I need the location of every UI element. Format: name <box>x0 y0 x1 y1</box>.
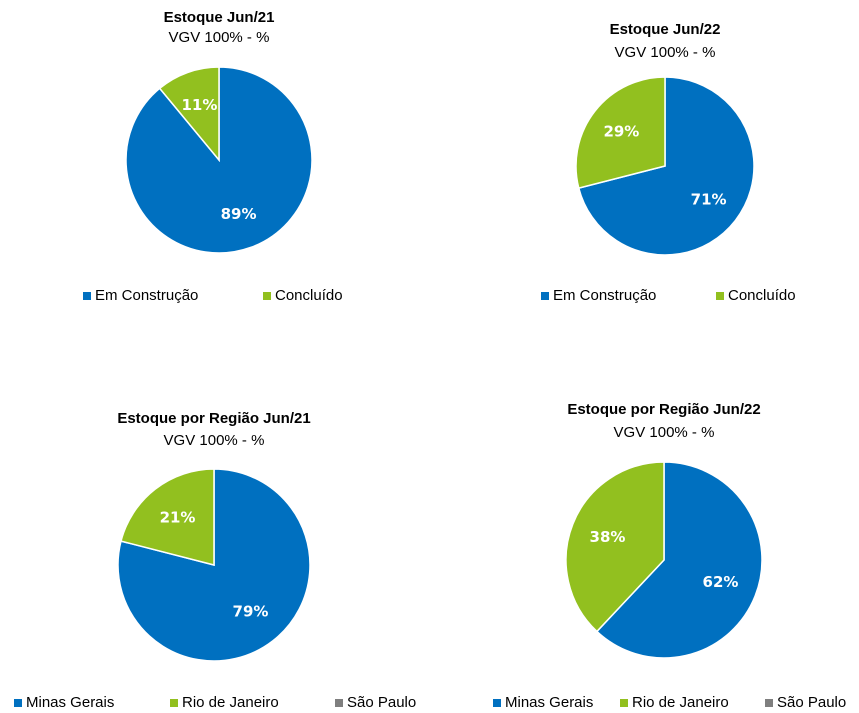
pie-slice <box>120 468 215 566</box>
data-label: 11% <box>182 96 218 114</box>
legend-swatch <box>83 292 91 300</box>
chart-title: Estoque por Região Jun/22 <box>567 401 760 418</box>
legend-label: São Paulo <box>777 694 846 711</box>
legend-label: Minas Gerais <box>505 694 593 711</box>
legend-label: Em Construção <box>553 287 656 304</box>
chart-subtitle: VGV 100% - % <box>169 29 270 46</box>
legend-label: Em Construção <box>95 287 198 304</box>
pie-slice <box>575 76 666 190</box>
legend-swatch <box>716 292 724 300</box>
data-label: 62% <box>703 573 739 591</box>
data-label: 89% <box>221 205 257 223</box>
legend-swatch <box>263 292 271 300</box>
legend-label: Concluído <box>275 287 343 304</box>
chart-subtitle: VGV 100% - % <box>615 44 716 61</box>
legend-label: Rio de Janeiro <box>632 694 729 711</box>
legend-label: Rio de Janeiro <box>182 694 279 711</box>
legend-swatch <box>765 699 773 707</box>
chart-title: Estoque por Região Jun/21 <box>117 410 310 427</box>
legend-swatch <box>335 699 343 707</box>
data-label: 38% <box>590 528 626 546</box>
data-label: 21% <box>160 508 196 526</box>
pie-slice <box>595 461 763 659</box>
pie-slice <box>158 66 220 163</box>
pie-slice <box>117 468 311 662</box>
legend-label: São Paulo <box>347 694 416 711</box>
legend-swatch <box>493 699 501 707</box>
pie-slice <box>125 66 313 254</box>
pie-slice <box>577 76 755 256</box>
pie-slice <box>565 461 665 633</box>
chart-title: Estoque Jun/21 <box>164 9 275 26</box>
chart-subtitle: VGV 100% - % <box>614 424 715 441</box>
chart-title: Estoque Jun/22 <box>610 21 721 38</box>
legend-label: Minas Gerais <box>26 694 114 711</box>
data-label: 71% <box>691 190 727 208</box>
data-label: 29% <box>603 123 639 141</box>
legend-swatch <box>170 699 178 707</box>
legend-swatch <box>14 699 22 707</box>
legend-swatch <box>541 292 549 300</box>
data-label: 79% <box>233 603 269 621</box>
legend-label: Concluído <box>728 287 796 304</box>
legend-swatch <box>620 699 628 707</box>
chart-subtitle: VGV 100% - % <box>164 432 265 449</box>
